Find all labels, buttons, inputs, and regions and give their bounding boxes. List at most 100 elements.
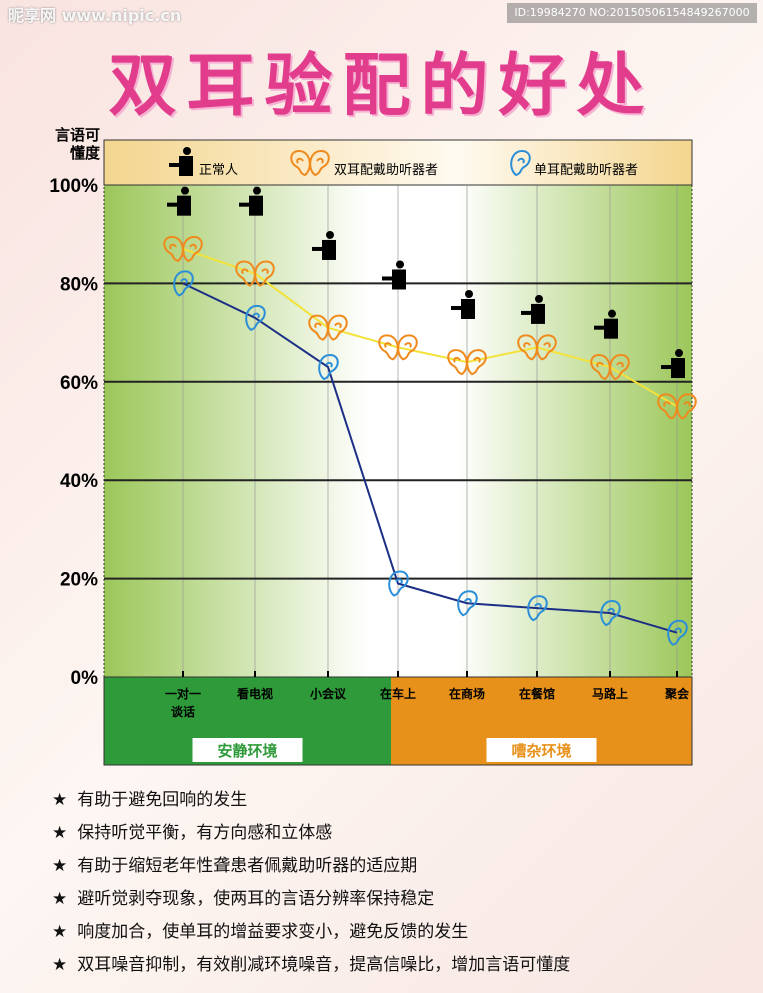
person-icon (594, 309, 618, 339)
ear-icon (600, 600, 621, 627)
ear-icon (318, 354, 339, 381)
bullet-text: 避听觉剥夺现象，使两耳的言语分辨率保持稳定 (77, 889, 435, 909)
person-head (608, 309, 616, 318)
page-title: 双耳验配的好处 (108, 47, 655, 126)
benefits-list: ★ 有助于避免回响的发生 ★ 保持听觉平衡，有方向感和立体感 ★ 有助于缩短老年性聋患者佩… (52, 786, 570, 984)
ear-right-icon (609, 354, 630, 381)
person-icon (451, 290, 475, 319)
legend-label: 正常人 (199, 163, 238, 178)
legend-ear-icon (510, 149, 531, 177)
watermark-logo: 昵享网 www.nipic.cn (8, 6, 182, 25)
person-icon (382, 260, 406, 290)
ear-shape (254, 260, 275, 287)
person-arm (312, 246, 322, 251)
person-body (179, 156, 193, 176)
watermark-id: ID:19984270 NO:20150506154849267000 (507, 3, 757, 23)
ear-right-icon (397, 334, 418, 361)
group-label: 安静环境 (217, 742, 277, 760)
y-tick-label: 80% (60, 274, 98, 295)
binaural-ear-icon (590, 354, 630, 381)
bullet-text: 响度加合，使单耳的增益要求变小，避免反馈的发生 (77, 922, 469, 942)
x-tick-label: 谈话 (171, 704, 195, 719)
bullet-item: ★ 双耳噪音抑制，有效削减环境噪音，提高信噪比，增加言语可懂度 (52, 951, 570, 984)
person-head (675, 349, 683, 358)
ear-shape (676, 393, 697, 420)
series-line-2 (182, 282, 678, 634)
person-head (326, 230, 334, 239)
star-icon: ★ (52, 922, 68, 942)
ear-icon (667, 619, 688, 646)
ear-icon (173, 270, 194, 297)
x-tick-label: 聚会 (664, 686, 690, 701)
person-icon (661, 349, 685, 379)
person-arm (239, 202, 249, 207)
person-head (181, 186, 189, 195)
bullet-text: 有助于避免回响的发生 (77, 790, 248, 810)
ear-shape (309, 149, 330, 177)
person-icon (521, 294, 545, 324)
ear-shape (667, 619, 688, 646)
ear-shape (318, 354, 339, 381)
star-icon: ★ (52, 790, 68, 810)
ear-right-icon (254, 260, 275, 287)
bullet-text: 保持听觉平衡，有方向感和立体感 (77, 823, 333, 843)
person-body (177, 195, 191, 216)
person-head (183, 147, 191, 155)
ear-right-icon (466, 349, 487, 376)
y-tick-label: 0% (71, 668, 99, 689)
bullet-item: ★ 有助于避免回响的发生 (52, 786, 570, 819)
y-axis-label: 言语可懂度 (54, 126, 100, 162)
person-body (461, 299, 475, 319)
x-tick-label: 马路上 (592, 686, 628, 701)
person-arm (382, 276, 392, 281)
ear-shape (527, 595, 548, 622)
person-head (396, 260, 404, 269)
legend-binaural-icon (290, 149, 330, 177)
person-icon (239, 186, 263, 216)
ear-shape (327, 314, 348, 341)
ear-right-icon (536, 334, 557, 361)
person-arm (167, 202, 177, 207)
legend-box (103, 139, 693, 186)
binaural-ear-icon (235, 260, 275, 287)
person-arm (169, 163, 179, 167)
person-arm (594, 325, 604, 330)
person-arm (661, 365, 671, 370)
ear-icon (388, 570, 409, 597)
person-arm (451, 306, 461, 310)
bullet-item: ★ 有助于缩短老年性聋患者佩戴助听器的适应期 (52, 852, 570, 885)
binaural-ear-icon (517, 334, 557, 361)
x-tick-label: 在车上 (380, 686, 416, 701)
bullet-item: ★ 保持听觉平衡，有方向感和立体感 (52, 819, 570, 852)
legend-label: 单耳配戴助听器者 (534, 163, 638, 178)
binaural-ear-icon (657, 393, 697, 420)
legend-label: 双耳配戴助听器者 (334, 163, 438, 178)
x-tick-label: 小会议 (310, 686, 347, 701)
person-arm (521, 310, 531, 315)
star-icon: ★ (52, 856, 68, 876)
person-head (253, 186, 261, 195)
bullet-item: ★ 避听觉剥夺现象，使两耳的言语分辨率保持稳定 (52, 885, 570, 918)
person-head (465, 290, 473, 298)
binaural-ear-icon (378, 334, 418, 361)
ear-icon (245, 304, 266, 331)
bullet-text: 有助于缩短老年性聋患者佩戴助听器的适应期 (77, 856, 418, 876)
ear-shape (609, 354, 630, 381)
bullet-item: ★ 响度加合，使单耳的增益要求变小，避免反馈的发生 (52, 918, 570, 951)
group-label-box (192, 738, 303, 762)
ear-shape (245, 304, 266, 331)
group-label: 嘈杂环境 (511, 742, 571, 760)
x-tick-label: 在餐馆 (519, 686, 555, 701)
person-body (392, 269, 406, 290)
y-tick-label: 60% (60, 373, 98, 394)
y-tick-label: 100% (49, 176, 98, 197)
x-tick-label: 在商场 (449, 686, 485, 701)
y-tick-label: 40% (60, 471, 98, 492)
ear-right-icon (327, 314, 348, 341)
star-icon: ★ (52, 955, 68, 975)
person-icon (312, 230, 336, 260)
person-head (535, 294, 543, 303)
person-body (604, 318, 618, 339)
ear-right-icon (182, 235, 203, 263)
person-body (531, 303, 545, 324)
